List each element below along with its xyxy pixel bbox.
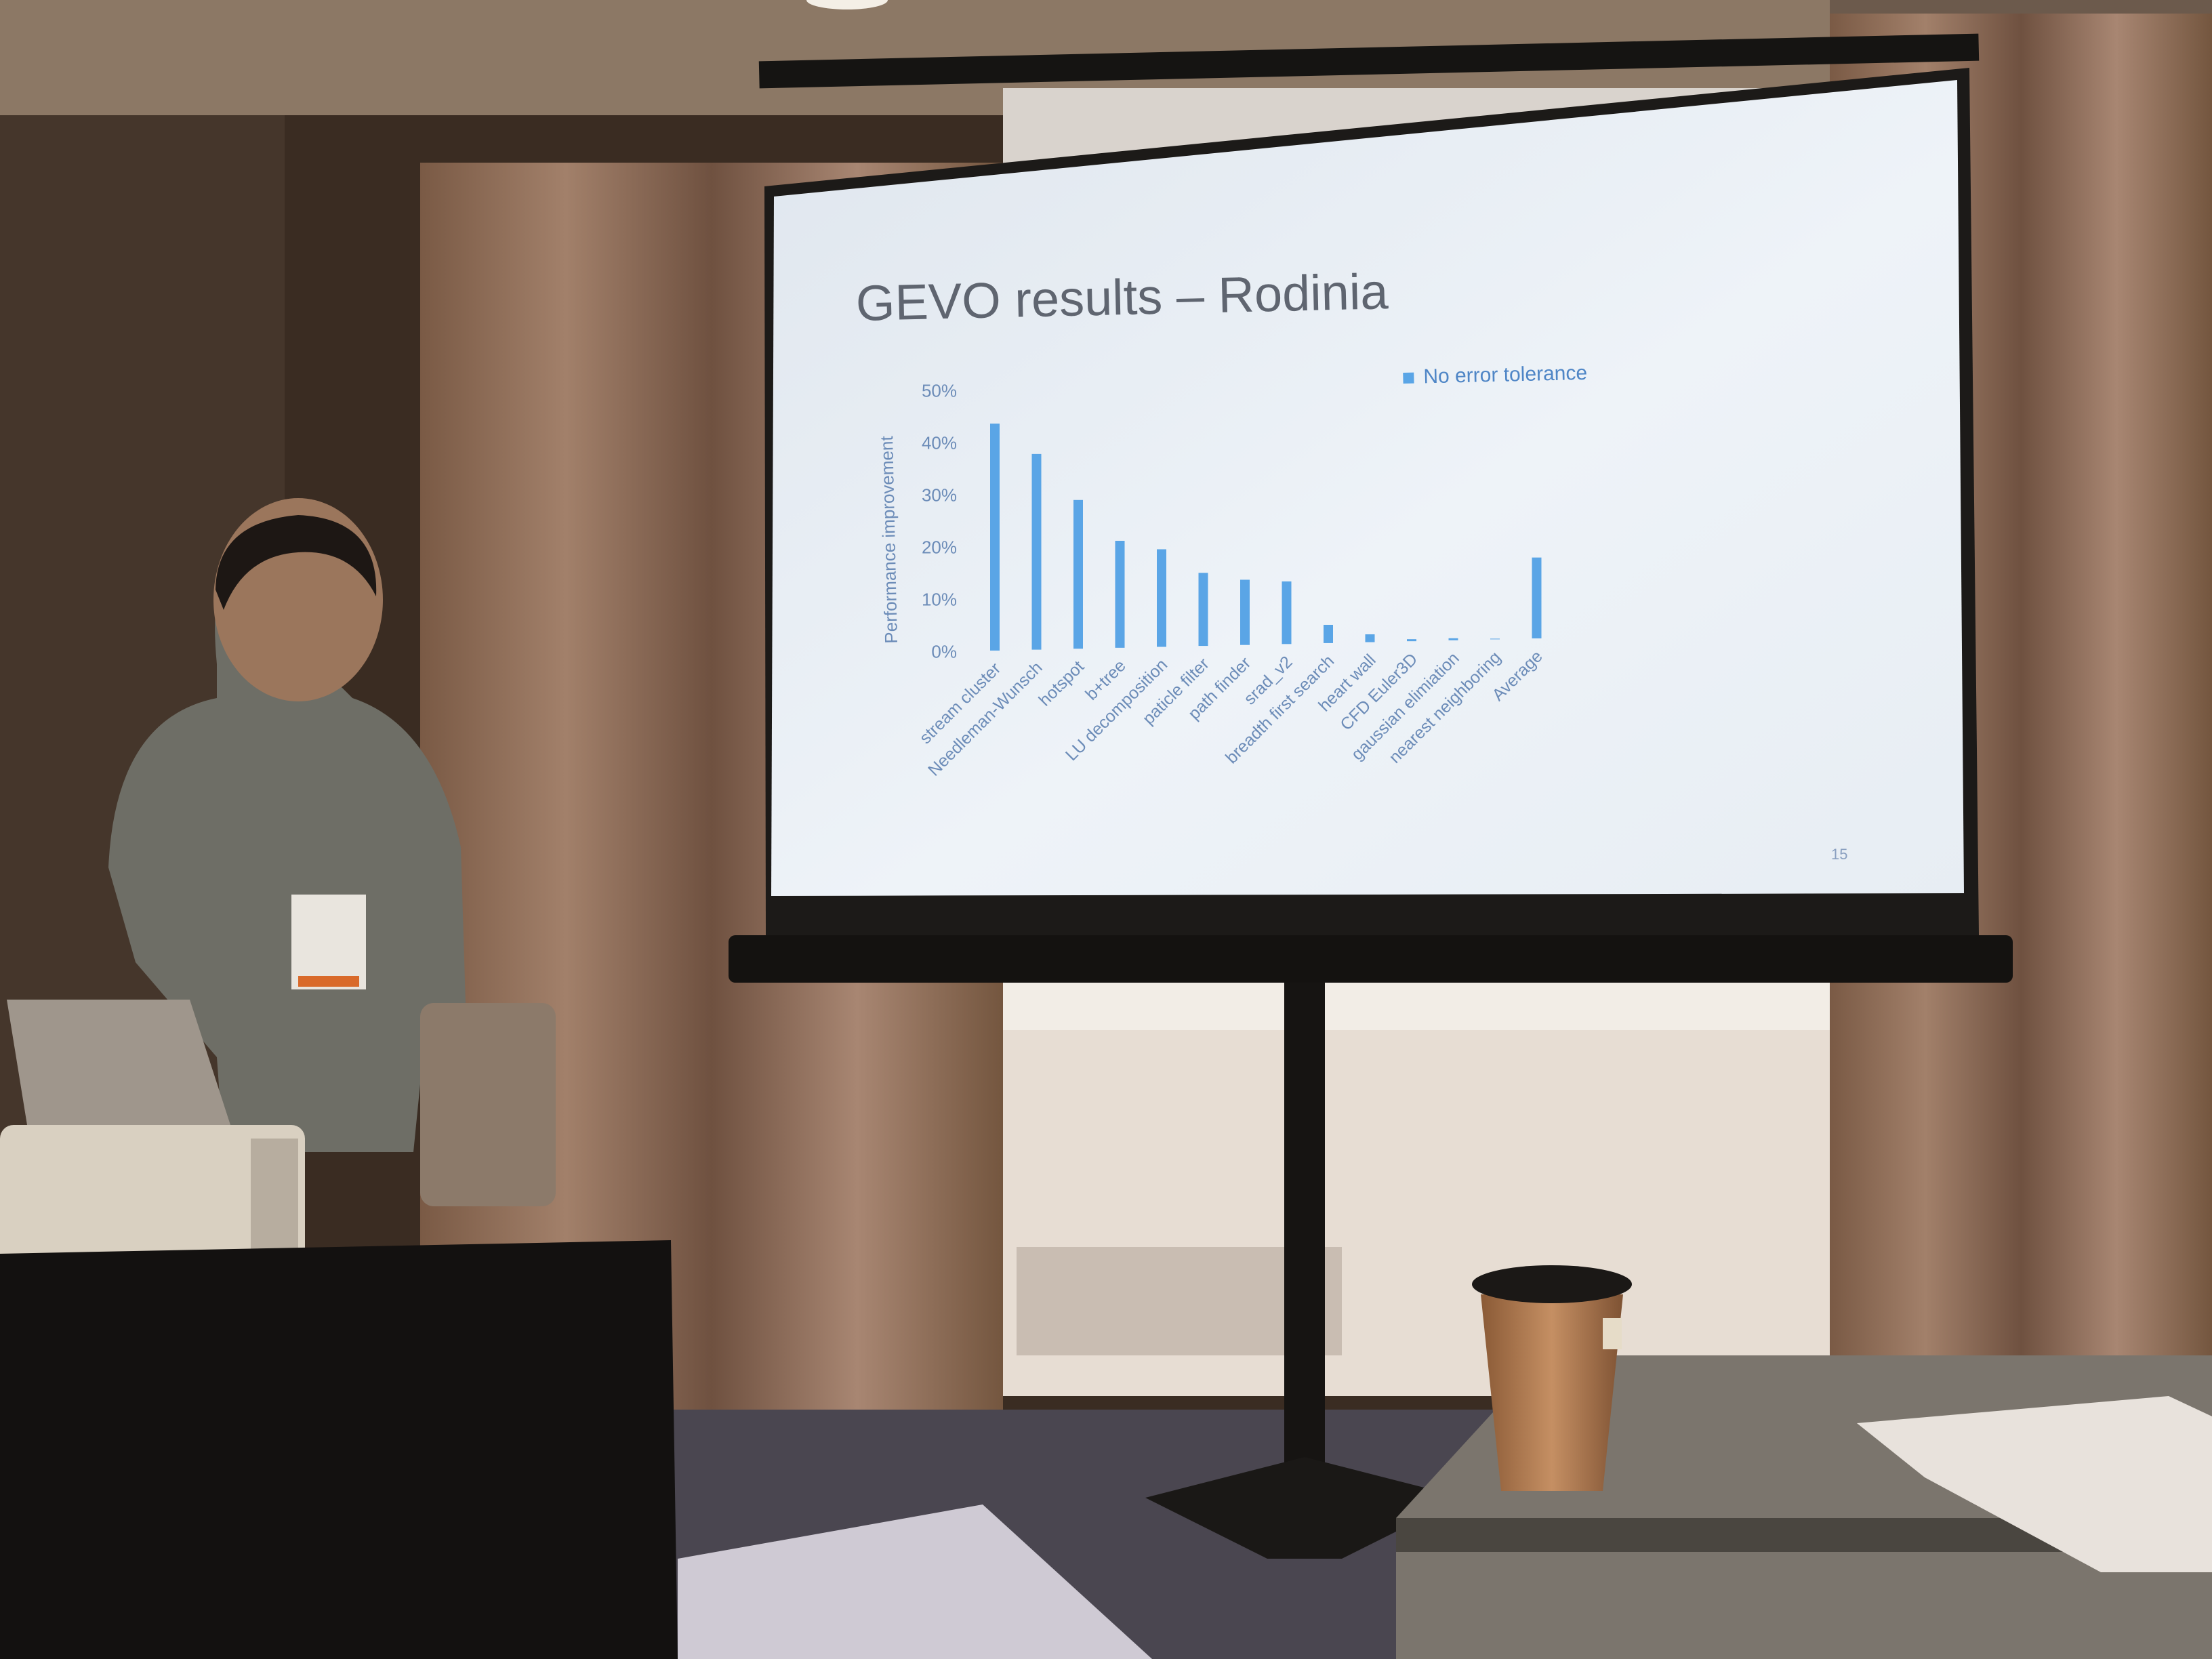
bar	[1490, 638, 1500, 640]
badge-stripe	[298, 976, 359, 987]
papers	[1857, 1396, 2212, 1572]
y-tick-label: 20%	[922, 537, 957, 558]
coffee-cup-lid	[1472, 1265, 1632, 1303]
presenter-hair	[216, 515, 377, 610]
bar	[1407, 639, 1416, 642]
bar	[1240, 579, 1250, 645]
y-tick-label: 10%	[922, 590, 957, 610]
y-tick-label: 40%	[922, 433, 957, 453]
tripod-pole	[1284, 983, 1325, 1484]
table-edge	[1396, 1518, 2212, 1552]
bar	[1282, 581, 1292, 644]
screen-top-bar	[758, 33, 1980, 89]
bar	[1115, 540, 1125, 648]
y-tick-label: 30%	[922, 485, 957, 506]
carpet-light-patch	[678, 1504, 1152, 1659]
y-tick-label: 0%	[931, 642, 957, 662]
coffee-cup-sleeve-tag	[1603, 1318, 1622, 1349]
lanyard-badge	[291, 895, 366, 989]
front-table	[0, 1240, 678, 1659]
laptop	[7, 1000, 230, 1125]
bar	[1365, 634, 1375, 642]
presenter	[108, 521, 468, 1152]
ceiling-light	[806, 0, 888, 9]
y-tick-label: 50%	[922, 381, 957, 401]
bar	[1073, 499, 1083, 649]
bar	[1031, 453, 1042, 650]
bar	[1157, 549, 1166, 647]
coffee-cup	[1481, 1294, 1623, 1491]
bar	[1532, 557, 1542, 639]
screen-bottom-bar	[729, 935, 2013, 983]
chair-back	[420, 1003, 556, 1206]
bar	[1448, 638, 1458, 640]
window-sill	[1003, 976, 1843, 1030]
bar	[1324, 624, 1333, 643]
bar	[1198, 573, 1208, 647]
bar	[990, 424, 1000, 651]
tripod-base	[1145, 1457, 1464, 1559]
projection-screen	[771, 80, 1964, 896]
